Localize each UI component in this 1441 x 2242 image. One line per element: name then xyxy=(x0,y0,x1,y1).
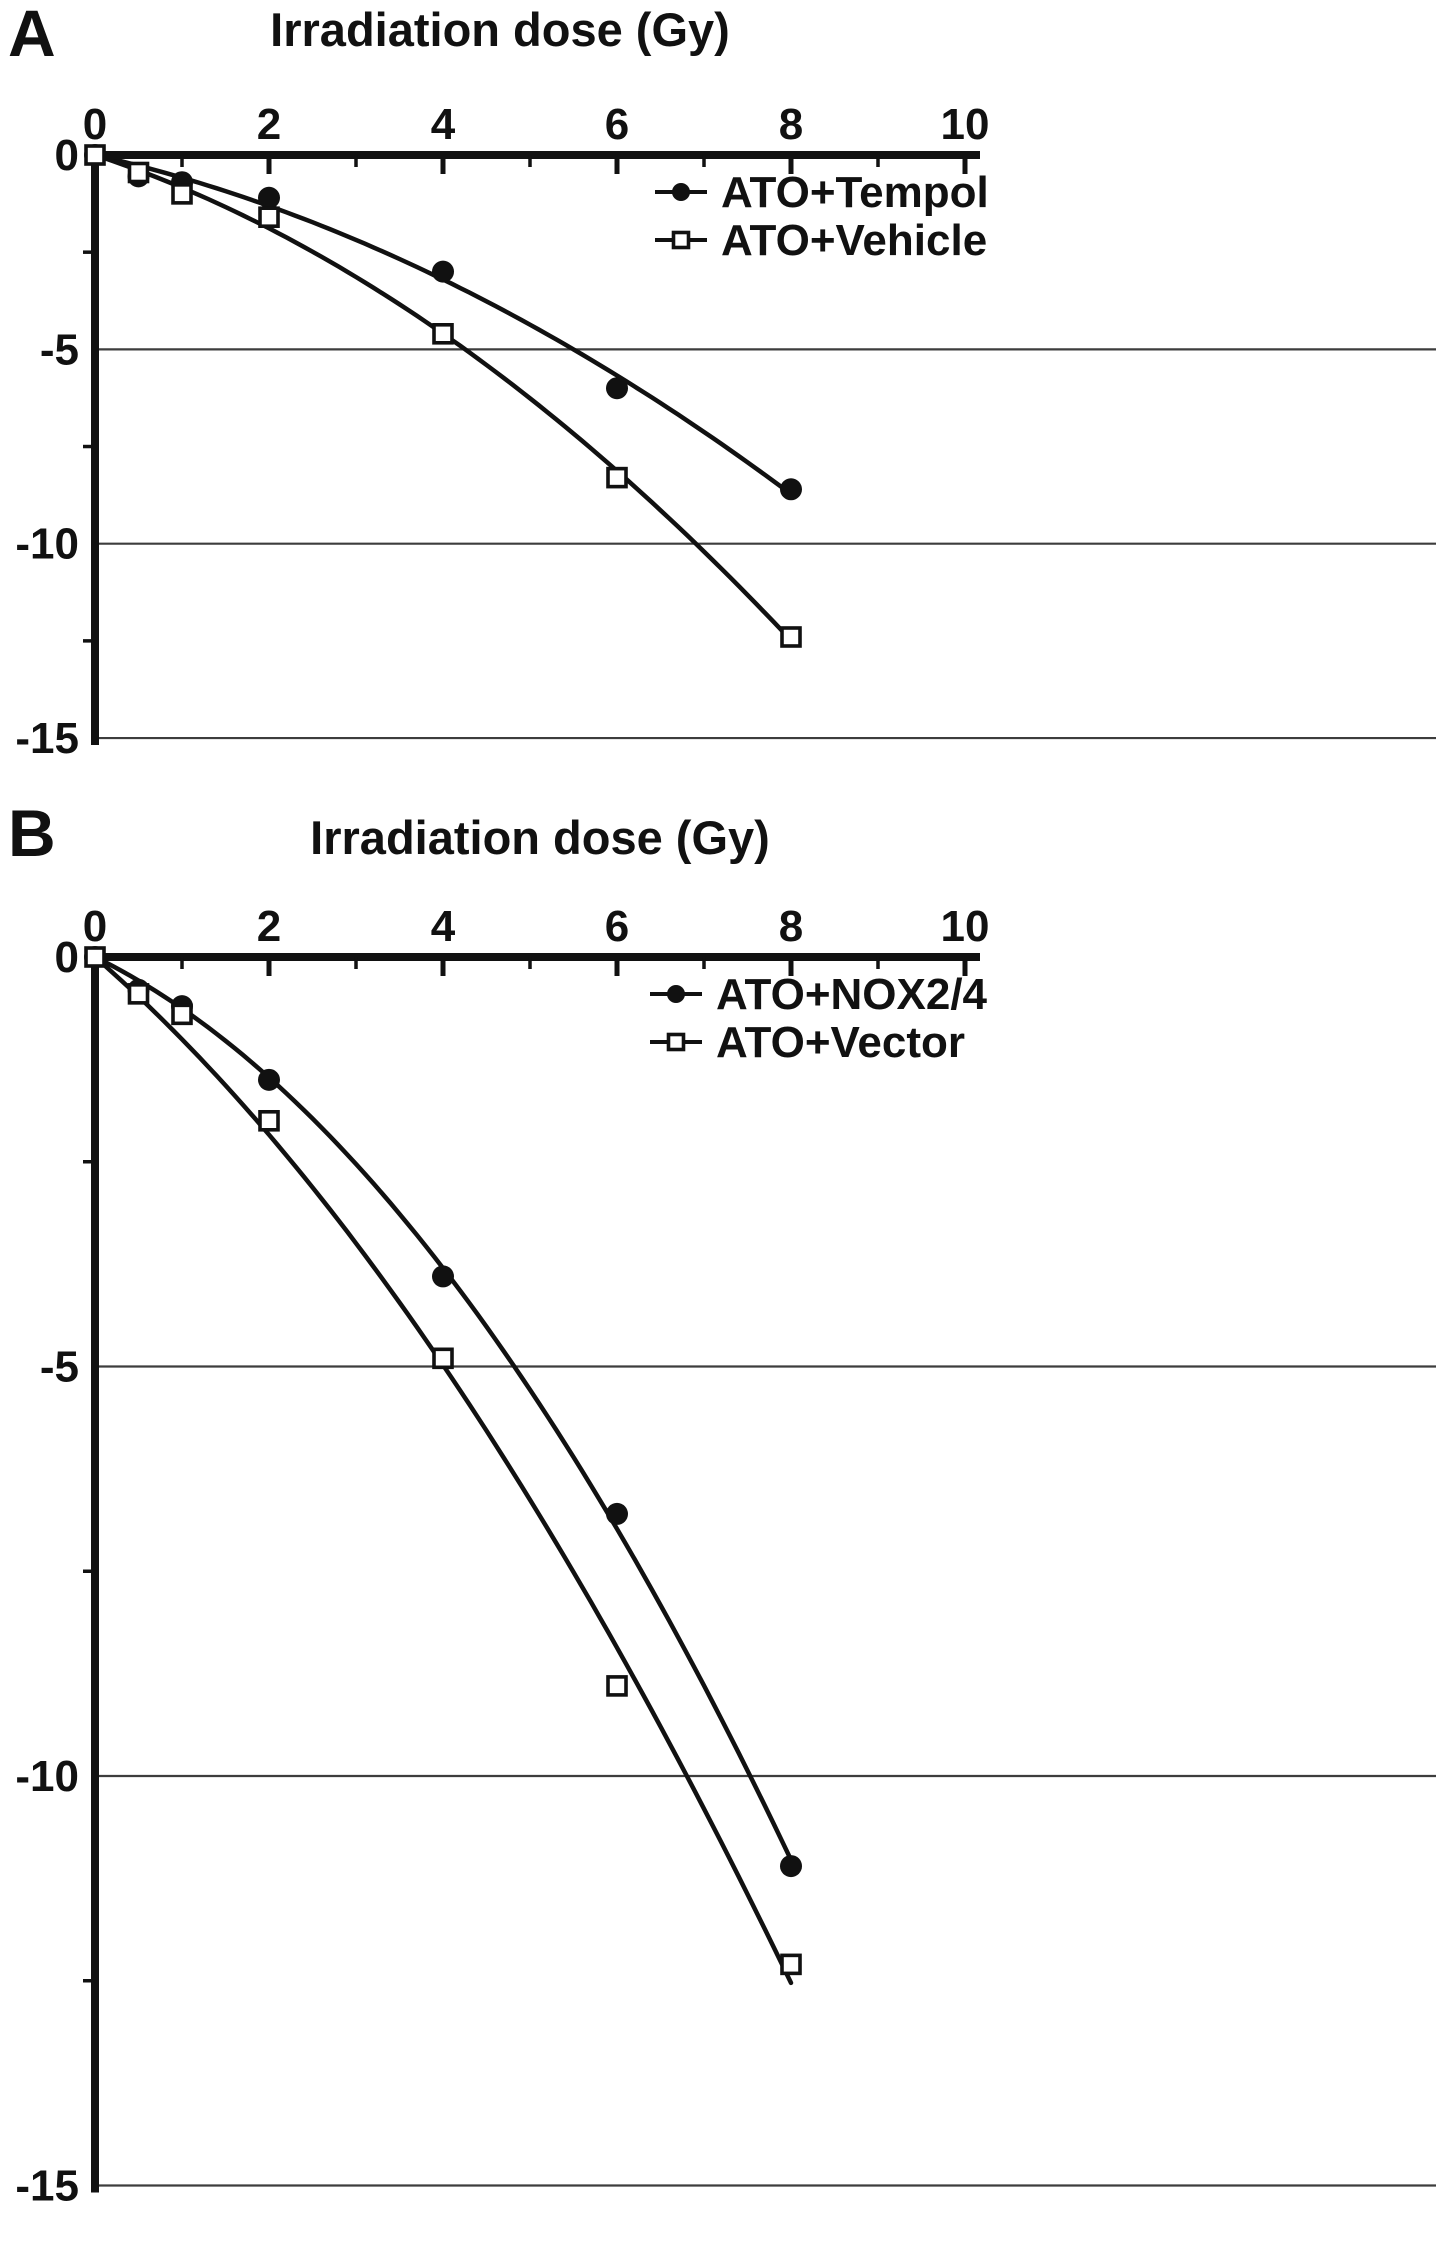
panel-b-letter: B xyxy=(8,796,56,870)
data-point-filled-circle xyxy=(258,1068,280,1091)
legend-item: ATO+Vehicle xyxy=(655,216,987,265)
data-point-filled-circle xyxy=(780,478,802,501)
x-tick-label: 2 xyxy=(257,902,281,951)
axis-lines xyxy=(91,953,980,2193)
fit-curve xyxy=(92,954,794,1863)
data-point-open-square xyxy=(84,946,106,968)
x-tick-label: 4 xyxy=(431,100,456,149)
data-point-filled-circle xyxy=(606,1502,628,1525)
data-point-open-square xyxy=(780,626,802,648)
data-point-open-square xyxy=(606,1675,628,1697)
data-point-filled-circle xyxy=(606,377,628,400)
data-point-open-square xyxy=(606,466,628,489)
y-tick-label: 0 xyxy=(55,131,79,180)
y-tick-label: -10 xyxy=(15,1752,79,1801)
x-tick-label: 6 xyxy=(605,100,629,149)
data-point-open-square xyxy=(171,1003,193,1026)
data-point-open-square xyxy=(84,144,106,166)
chart-a-title: Irradiation dose (Gy) xyxy=(270,3,730,56)
data-point-open-square xyxy=(171,183,193,205)
x-tick-label: 8 xyxy=(779,100,803,149)
y-tick-label: -5 xyxy=(40,325,79,374)
x-tick-label: 0 xyxy=(83,100,107,149)
data-point-open-square xyxy=(127,983,150,1005)
data-point-open-square xyxy=(432,323,454,345)
chart-b-title: Irradiation dose (Gy) xyxy=(310,811,770,864)
x-tick-label: 0 xyxy=(83,902,107,951)
legend-marker-filled-circle xyxy=(672,183,690,201)
y-tick-label: -5 xyxy=(40,1343,79,1392)
x-tick-label: 10 xyxy=(941,100,990,149)
data-point-filled-circle xyxy=(258,186,280,209)
panel-a-letter: A xyxy=(8,0,56,70)
x-tick-label: 2 xyxy=(257,100,281,149)
x-tick-label: 10 xyxy=(941,902,990,951)
data-point-open-square xyxy=(258,206,280,228)
legend-marker-filled-circle xyxy=(667,985,685,1003)
legend-label: ATO+Tempol xyxy=(721,168,989,217)
data-point-filled-circle xyxy=(432,1265,454,1288)
data-point-filled-circle xyxy=(780,1855,802,1878)
data-point-open-square xyxy=(127,161,150,184)
data-point-open-square xyxy=(258,1109,280,1132)
y-tick-label: -10 xyxy=(15,520,79,569)
y-tick-label: -15 xyxy=(15,2162,79,2211)
legend-label: ATO+NOX2/4 xyxy=(716,970,988,1019)
y-tick-label: 0 xyxy=(55,933,79,982)
data-point-open-square xyxy=(432,1347,454,1370)
legend-marker-open-square xyxy=(671,230,691,250)
panel-a: 0 2 4 6 8 10 0 -5 -10 -15 ATO+Tempol ATO+Vehicle xyxy=(0,0,1441,795)
legend-marker-open-square xyxy=(666,1032,686,1052)
legend-item: ATO+Vector xyxy=(650,1018,965,1067)
data-point-filled-circle xyxy=(432,260,454,283)
data-point-open-square xyxy=(780,1953,802,1976)
fit-curve xyxy=(92,152,794,643)
legend-item: ATO+Tempol xyxy=(655,168,989,217)
y-tick-label: -15 xyxy=(15,714,79,763)
legend-item: ATO+NOX2/4 xyxy=(650,970,988,1019)
x-tick-label: 8 xyxy=(779,902,803,951)
x-tick-label: 4 xyxy=(431,902,456,951)
legend-label: ATO+Vehicle xyxy=(721,216,987,265)
legend-label: ATO+Vector xyxy=(716,1018,965,1067)
fit-curve xyxy=(92,954,794,1986)
x-tick-label: 6 xyxy=(605,902,629,951)
panel-b: 0 2 4 6 8 10 0 -5 -10 -15 ATO+NOX2/4 ATO+Vector xyxy=(0,795,1441,2242)
